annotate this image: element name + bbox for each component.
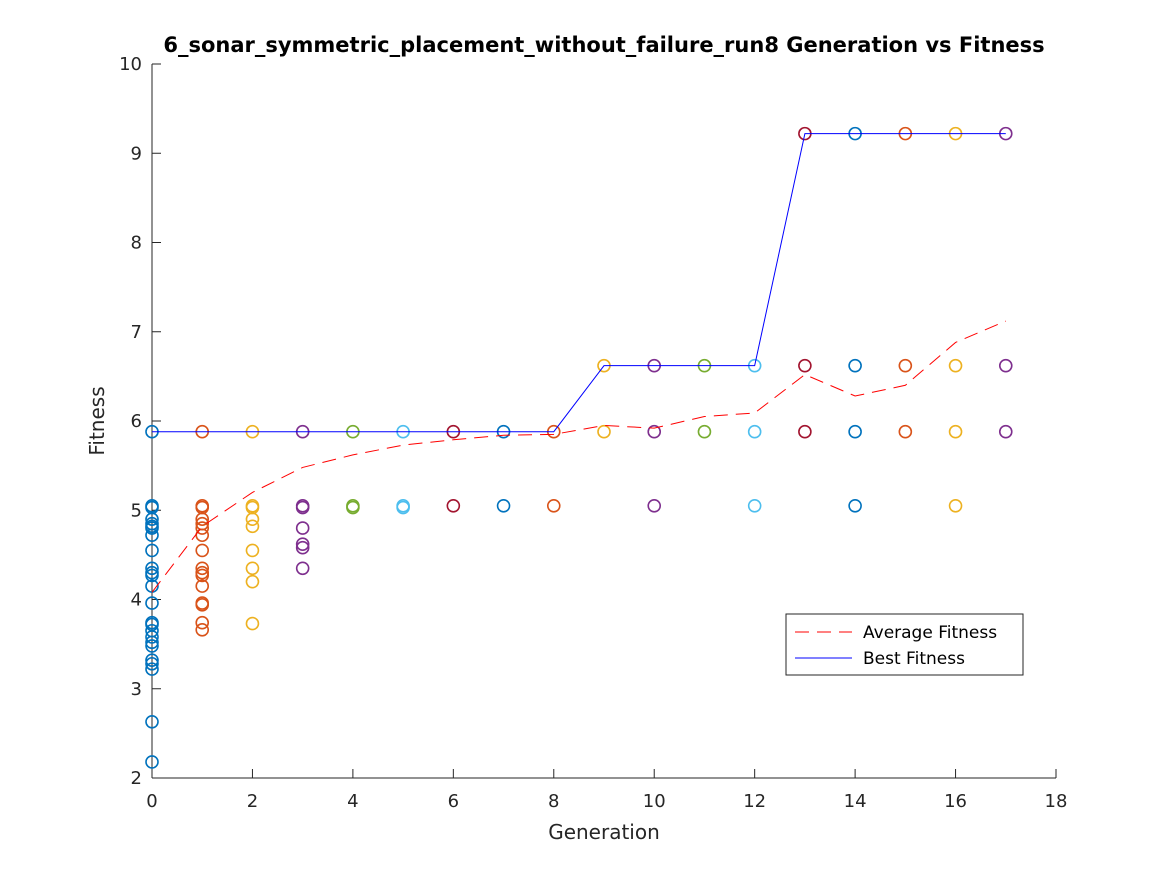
legend-label: Average Fitness (863, 623, 997, 643)
scatter-point (195, 528, 210, 543)
scatter-point (798, 358, 812, 373)
scatter-point (245, 512, 260, 526)
scatter-point (145, 656, 159, 671)
scatter-point (948, 358, 963, 373)
scatter-point (295, 521, 310, 535)
scatter-point (597, 424, 611, 439)
y-tick-label: 7 (131, 322, 142, 343)
average-fitness-line (151, 320, 1006, 593)
scatter-point (195, 543, 210, 558)
scatter-point (898, 358, 913, 373)
scatter-point (145, 630, 159, 644)
y-axis-label: Fitness (85, 386, 109, 455)
scatter-point (195, 561, 210, 576)
y-tick-label: 5 (131, 500, 142, 521)
scatter-point (145, 653, 159, 667)
legend-label: Best Fitness (863, 649, 965, 669)
scatter-point (998, 358, 1013, 373)
scatter-point (295, 561, 310, 576)
y-tick-label: 4 (131, 590, 142, 611)
scatter-point (145, 639, 159, 653)
scatter-point (396, 500, 410, 515)
scatter-point (798, 424, 812, 439)
scatter-point (145, 561, 159, 576)
scatter-point (145, 543, 159, 558)
scatter-point (346, 500, 360, 515)
scatter-point (295, 500, 310, 515)
scatter-point (546, 498, 561, 513)
scatter-point (948, 498, 963, 513)
x-tick-label: 12 (743, 791, 766, 812)
scatter-point (245, 519, 260, 534)
scatter-point (747, 498, 762, 513)
x-tick-label: 16 (944, 791, 967, 812)
x-tick-label: 14 (844, 791, 867, 812)
scatter-point (195, 615, 210, 630)
x-tick-label: 2 (247, 791, 258, 812)
scatter-point (145, 568, 159, 583)
scatter-point (195, 598, 210, 612)
scatter-point (145, 512, 159, 526)
scatter-point (145, 596, 159, 610)
x-tick-label: 8 (548, 791, 559, 812)
y-tick-label: 2 (131, 768, 142, 789)
scatter-point (948, 424, 963, 439)
scatter-point (848, 424, 862, 439)
y-tick-label: 3 (131, 679, 142, 700)
x-axis-label: Generation (548, 820, 660, 844)
scatter-point (898, 424, 913, 439)
scatter-point (195, 623, 210, 637)
scatter-point (295, 540, 310, 555)
x-tick-label: 10 (643, 791, 666, 812)
scatter-point (145, 635, 159, 650)
x-tick-label: 6 (448, 791, 459, 812)
scatter-point (647, 424, 662, 439)
scatter-point (446, 498, 461, 513)
scatter-point (195, 579, 210, 593)
x-tick-label: 0 (146, 791, 157, 812)
scatter-point (245, 616, 260, 631)
scatter-point (647, 498, 662, 513)
scatter-point (747, 424, 762, 439)
legend-box (785, 613, 1024, 676)
scatter-point (295, 537, 310, 551)
scatter-point (848, 358, 862, 373)
scatter-point (245, 561, 260, 576)
scatter-point (145, 521, 159, 535)
scatter-point (195, 521, 210, 535)
y-tick-label: 9 (131, 143, 142, 164)
y-tick-label: 6 (131, 411, 142, 432)
y-tick-label: 8 (131, 233, 142, 254)
scatter-point (245, 574, 260, 589)
scatter-point (145, 662, 159, 676)
scatter-point (145, 528, 159, 543)
scatter-point (998, 424, 1013, 439)
scatter-point (496, 498, 511, 513)
scatter-point (697, 424, 712, 439)
scatter-point (848, 498, 862, 513)
x-tick-label: 18 (1045, 791, 1068, 812)
legend: Average Fitness Best Fitness (785, 613, 1024, 676)
scatter-point (195, 512, 210, 526)
scatter-point (145, 755, 159, 769)
best-fitness-line (152, 133, 1006, 433)
chart-title: 6_sonar_symmetric_placement_without_fail… (163, 33, 1044, 57)
scatter-point (195, 568, 210, 583)
scatter-point (245, 543, 260, 558)
scatter-point (145, 714, 159, 729)
x-tick-label: 4 (347, 791, 358, 812)
y-tick-label: 10 (119, 54, 142, 75)
